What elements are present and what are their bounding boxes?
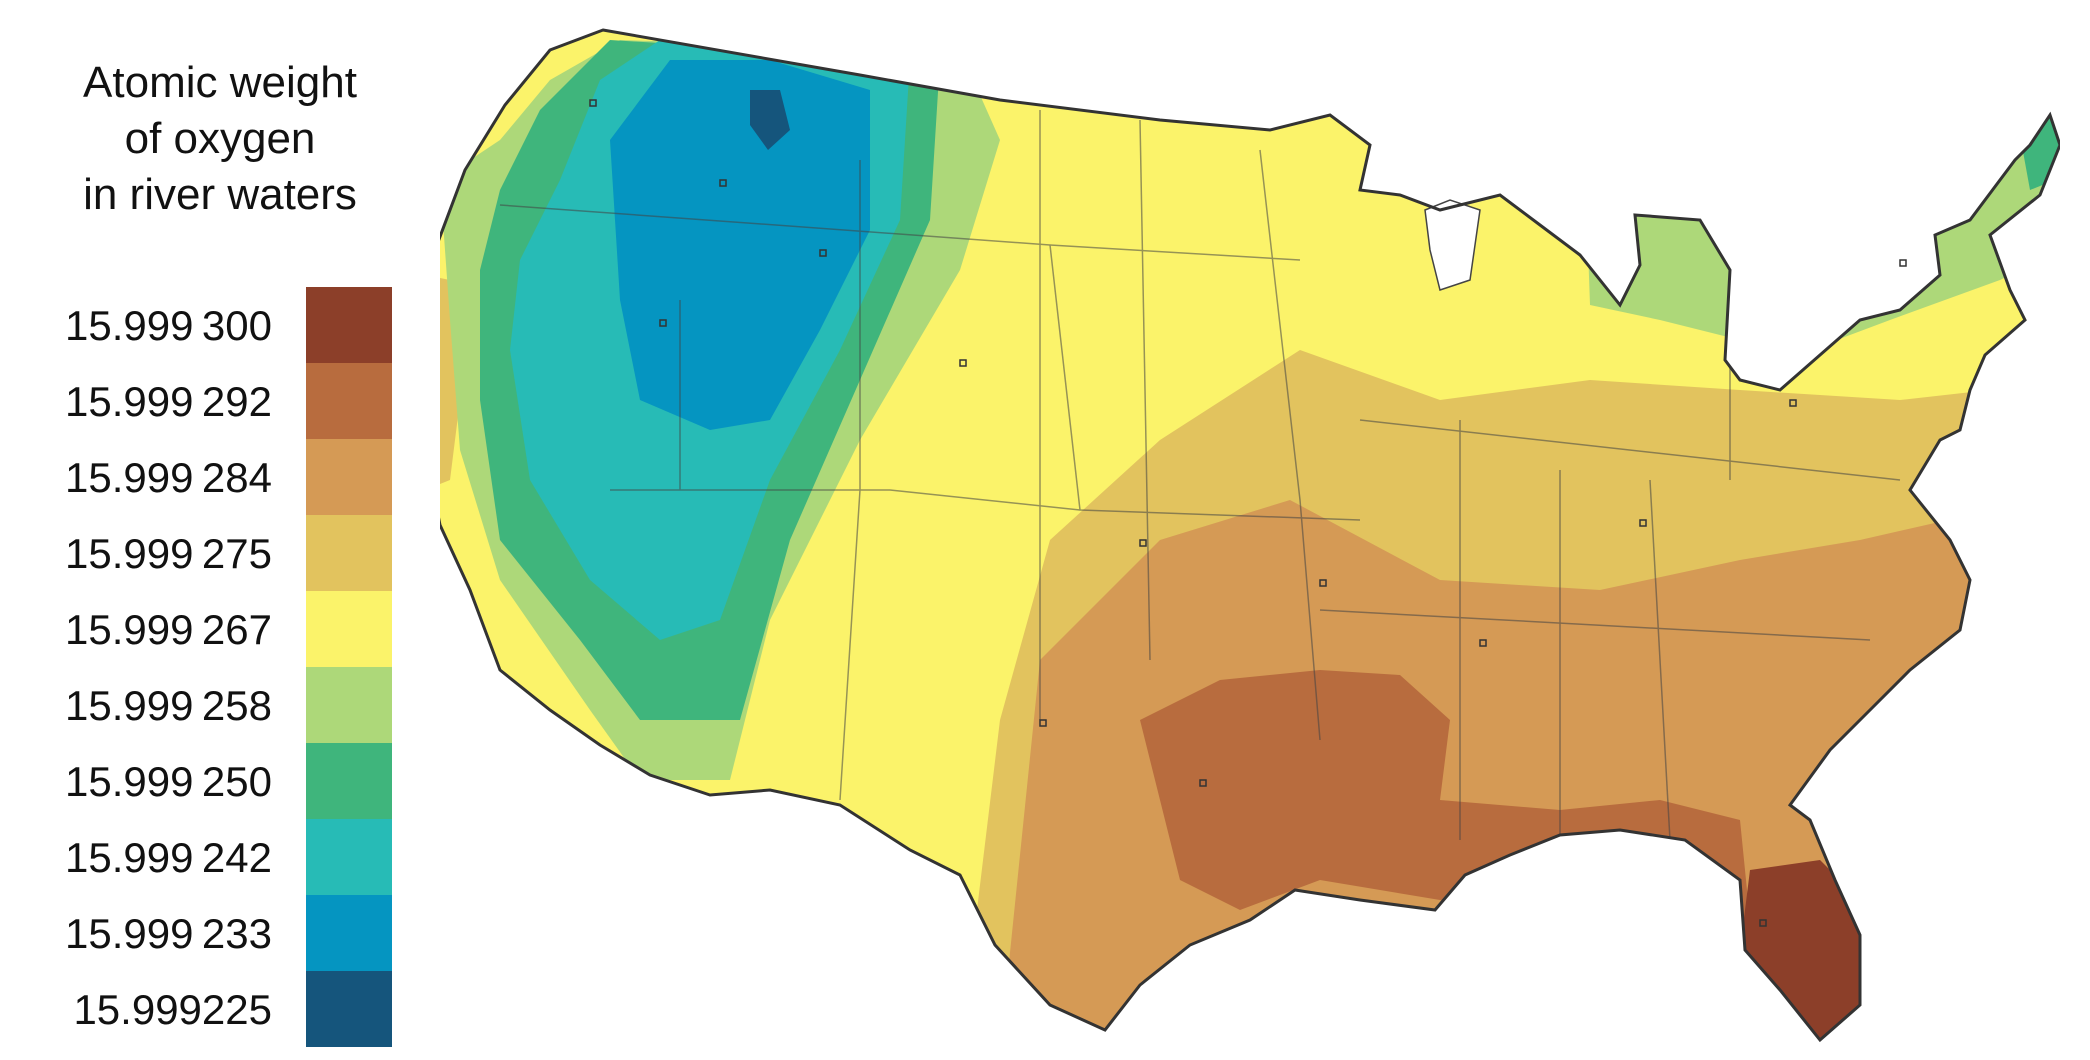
sample-sites <box>589 99 1907 927</box>
band-west-tan <box>440 270 460 500</box>
boundary-line <box>1259 149 1321 741</box>
legend-swatch <box>306 591 392 667</box>
legend-class-label: 15.999 242 <box>65 834 272 881</box>
band-rockies-blue <box>610 60 870 430</box>
legend-class-label: 15.999 250 <box>65 758 272 805</box>
legend-title: Atomic weight of oxygen in river waters <box>20 55 420 223</box>
legend-class-label: 15.999 258 <box>65 682 272 729</box>
sample-site-marker <box>1039 719 1047 727</box>
legend-swatch <box>306 819 392 895</box>
legend-class: 15.999 250 <box>0 743 400 819</box>
state-boundaries <box>499 110 1901 841</box>
legend-title-line: of oxygen <box>124 114 316 163</box>
us-contour-map <box>440 20 2060 1050</box>
sample-site-marker <box>1899 259 1907 267</box>
legend-class: 15.999 267 <box>0 591 400 667</box>
legend-class-label: 15.999 275 <box>65 530 272 577</box>
legend-class: 15.999 242 <box>0 819 400 895</box>
sample-site-marker <box>1199 779 1207 787</box>
sample-site-marker <box>719 179 727 187</box>
legend-swatch <box>306 287 392 363</box>
legend-class-label: 15.999 267 <box>65 606 272 653</box>
legend-class: 15.999 300 <box>0 287 400 363</box>
legend-title-line: in river waters <box>83 170 357 219</box>
boundary-line <box>1359 419 1901 481</box>
sample-site-marker <box>1319 579 1327 587</box>
legend-swatch <box>306 971 392 1047</box>
sample-site-marker <box>959 359 967 367</box>
us-map-svg <box>440 28 2060 1042</box>
legend-class: 15.999 292 <box>0 363 400 439</box>
legend-class-label: 15.999 233 <box>65 910 272 957</box>
sample-site-marker <box>1759 919 1767 927</box>
legend-class-label: 15.999 292 <box>65 378 272 425</box>
legend-class: 15.999 284 <box>0 439 400 515</box>
legend-class-label: 15.999225 <box>73 986 272 1033</box>
legend-class: 15.999 258 <box>0 667 400 743</box>
map-legend: Atomic weight of oxygen in river waters … <box>0 0 420 1060</box>
legend-swatch <box>306 515 392 591</box>
band-rockies-deep <box>750 90 790 150</box>
legend-swatch <box>306 895 392 971</box>
sample-site-marker <box>589 99 597 107</box>
contour-bands <box>440 30 2060 1040</box>
boundary-line <box>839 160 861 801</box>
legend-title-line: Atomic weight <box>83 58 357 107</box>
legend-class: 15.999225 <box>0 971 400 1047</box>
sample-site-marker <box>1639 519 1647 527</box>
boundary-line <box>610 489 1361 521</box>
sample-site-marker <box>819 249 827 257</box>
sample-site-marker <box>659 319 667 327</box>
sample-site-marker <box>1139 539 1147 547</box>
legend-swatch <box>306 363 392 439</box>
boundary-line <box>1049 244 1081 511</box>
legend-class-label: 15.999 284 <box>65 454 272 501</box>
boundary-line <box>1319 609 1871 641</box>
legend-swatch <box>306 439 392 515</box>
great-lakes-water <box>1424 199 1481 291</box>
boundary-line <box>1139 119 1151 661</box>
boundary-line <box>1649 479 1671 841</box>
legend-swatch <box>306 667 392 743</box>
legend-class-label: 15.999 300 <box>65 302 272 349</box>
sample-site-marker <box>1479 639 1487 647</box>
sample-site-marker <box>1789 399 1797 407</box>
legend-class: 15.999 233 <box>0 895 400 971</box>
legend-class: 15.999 275 <box>0 515 400 591</box>
legend-swatch <box>306 743 392 819</box>
